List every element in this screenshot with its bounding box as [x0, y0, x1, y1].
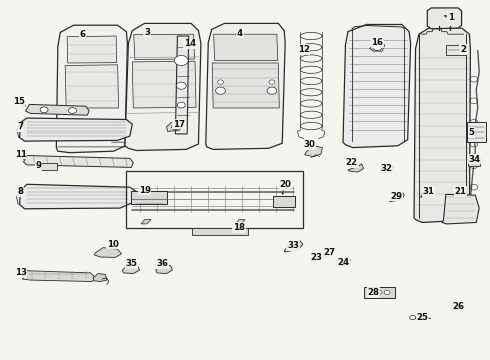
Circle shape: [313, 255, 319, 260]
Polygon shape: [348, 164, 364, 172]
Polygon shape: [122, 265, 140, 274]
Bar: [467, 122, 486, 142]
Text: 32: 32: [380, 164, 392, 173]
Text: 6: 6: [79, 30, 85, 39]
Circle shape: [40, 107, 48, 113]
Text: 22: 22: [346, 158, 358, 167]
Circle shape: [172, 124, 179, 130]
Circle shape: [218, 80, 223, 84]
Circle shape: [177, 102, 185, 108]
Polygon shape: [343, 24, 411, 148]
Polygon shape: [22, 271, 96, 282]
Polygon shape: [442, 194, 479, 224]
Polygon shape: [338, 257, 350, 266]
Polygon shape: [370, 43, 385, 51]
Text: 1: 1: [448, 13, 454, 22]
Polygon shape: [390, 193, 404, 202]
Text: 36: 36: [157, 259, 169, 268]
Text: 20: 20: [279, 180, 291, 189]
Text: 34: 34: [468, 154, 480, 163]
Polygon shape: [380, 165, 393, 174]
Polygon shape: [20, 118, 132, 141]
Bar: [131, 191, 167, 204]
Circle shape: [174, 55, 188, 66]
Circle shape: [372, 43, 382, 50]
Text: 27: 27: [323, 248, 335, 257]
Polygon shape: [24, 156, 133, 167]
Polygon shape: [20, 184, 136, 209]
Text: 28: 28: [368, 288, 379, 297]
Text: 18: 18: [233, 223, 245, 232]
Text: 16: 16: [371, 38, 383, 47]
Polygon shape: [420, 189, 432, 197]
Polygon shape: [25, 104, 89, 115]
Text: 2: 2: [460, 45, 466, 54]
Text: 19: 19: [139, 186, 150, 194]
Text: 35: 35: [125, 259, 137, 268]
Text: 8: 8: [18, 187, 24, 196]
Text: 3: 3: [144, 28, 150, 37]
Polygon shape: [175, 36, 189, 134]
Circle shape: [384, 290, 390, 294]
Circle shape: [267, 87, 277, 94]
Polygon shape: [214, 34, 278, 60]
Text: 17: 17: [173, 120, 185, 129]
Circle shape: [368, 290, 374, 294]
Circle shape: [376, 290, 382, 294]
Text: 23: 23: [310, 253, 322, 262]
Polygon shape: [141, 220, 151, 224]
Text: 7: 7: [18, 122, 24, 131]
Circle shape: [69, 108, 76, 113]
Polygon shape: [93, 274, 107, 282]
Polygon shape: [212, 63, 279, 108]
Text: 13: 13: [15, 269, 26, 277]
Bar: [273, 196, 295, 207]
Polygon shape: [427, 8, 462, 29]
Text: 10: 10: [107, 240, 119, 248]
Polygon shape: [134, 34, 195, 59]
Text: 25: 25: [416, 313, 428, 322]
Bar: [446, 45, 466, 55]
Bar: [468, 158, 480, 166]
Polygon shape: [67, 36, 117, 63]
Polygon shape: [167, 122, 184, 131]
Text: 33: 33: [287, 241, 299, 250]
Polygon shape: [56, 25, 127, 153]
Bar: [40, 163, 57, 170]
Bar: [126, 171, 303, 228]
Polygon shape: [323, 249, 333, 257]
Text: 15: 15: [13, 97, 24, 106]
Bar: [451, 305, 462, 309]
Text: 30: 30: [304, 140, 316, 149]
Polygon shape: [156, 265, 172, 274]
Circle shape: [176, 82, 186, 89]
Polygon shape: [235, 220, 245, 224]
Bar: [192, 228, 248, 235]
Text: 31: 31: [423, 187, 435, 196]
Polygon shape: [94, 248, 122, 257]
Polygon shape: [132, 61, 196, 108]
Text: 14: 14: [184, 40, 196, 49]
Circle shape: [216, 87, 225, 94]
Polygon shape: [311, 253, 321, 262]
Polygon shape: [65, 65, 119, 108]
Text: 24: 24: [337, 258, 349, 266]
Text: 21: 21: [455, 187, 466, 196]
Text: 4: 4: [237, 29, 243, 37]
Text: 29: 29: [390, 192, 402, 201]
Polygon shape: [284, 240, 303, 252]
Text: 26: 26: [452, 302, 464, 311]
Text: 12: 12: [298, 45, 310, 54]
Circle shape: [269, 80, 275, 84]
Polygon shape: [125, 23, 201, 150]
Bar: [364, 287, 395, 298]
Text: 11: 11: [15, 150, 26, 158]
Polygon shape: [206, 23, 285, 149]
Text: 5: 5: [468, 128, 474, 137]
Polygon shape: [305, 146, 322, 157]
Text: 9: 9: [35, 161, 41, 170]
Circle shape: [410, 315, 416, 320]
Polygon shape: [414, 28, 470, 222]
